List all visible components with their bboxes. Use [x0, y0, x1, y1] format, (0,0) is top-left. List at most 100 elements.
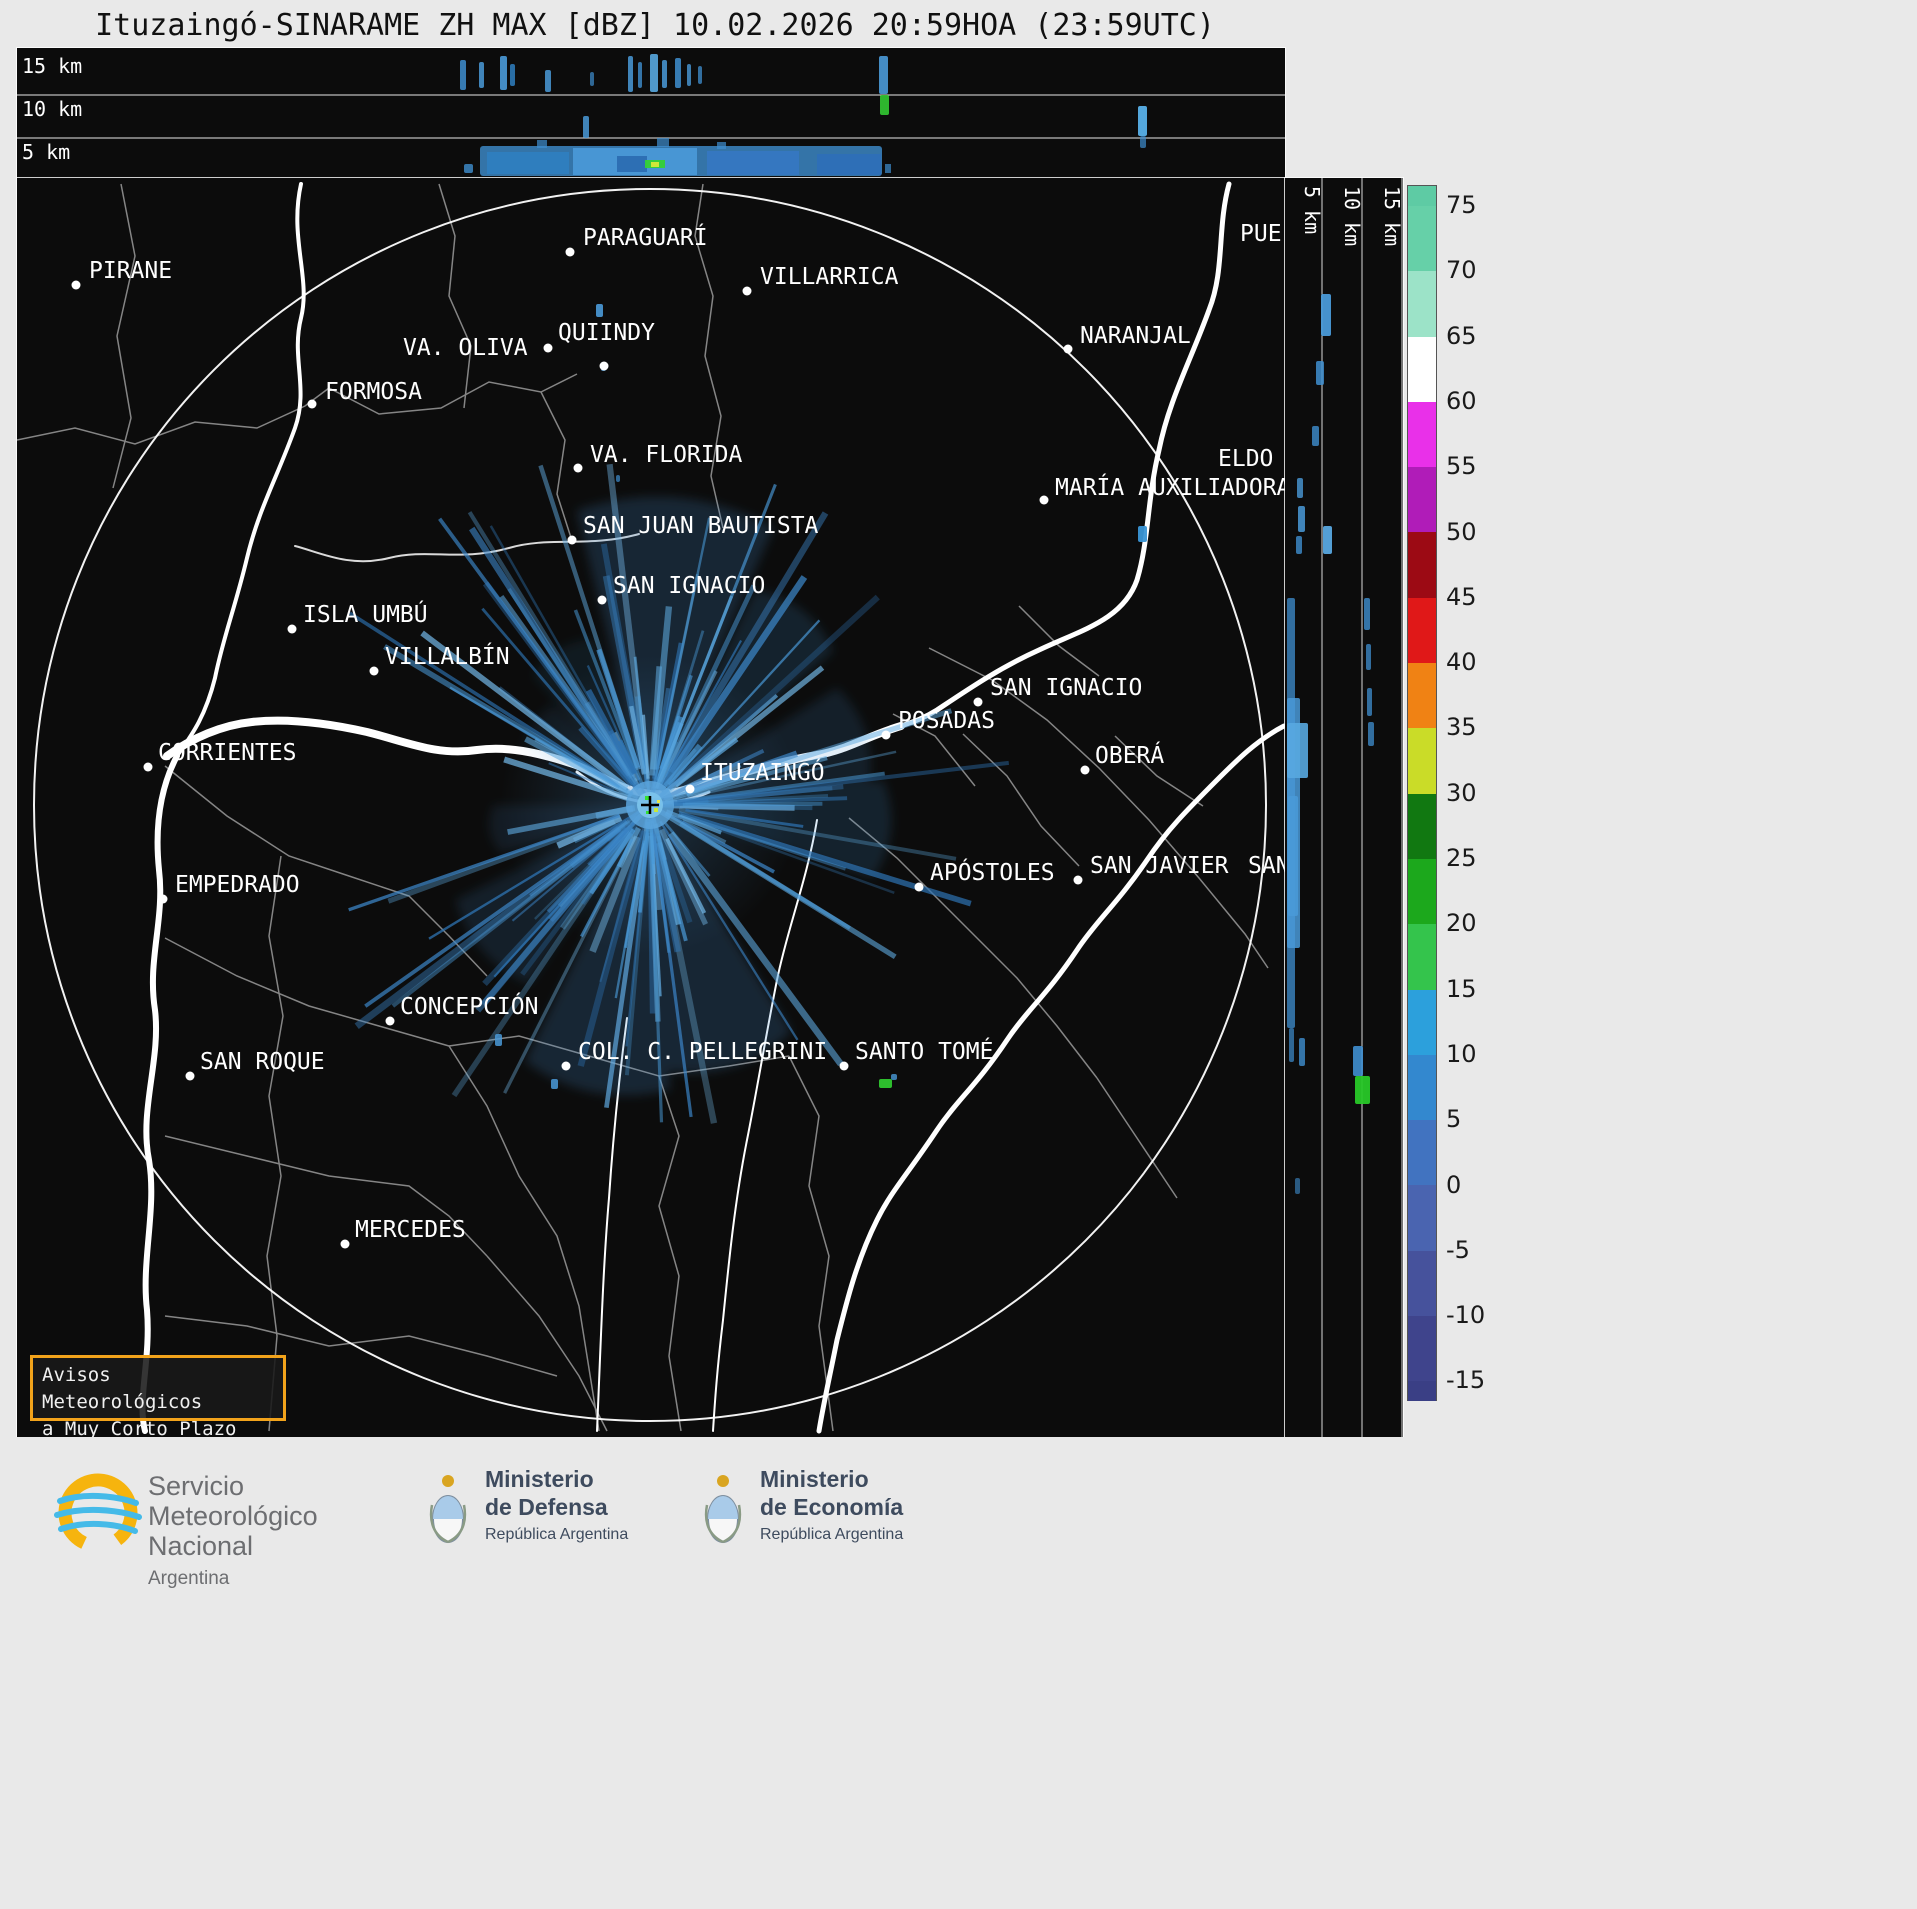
city-dot [185, 1071, 195, 1081]
economia-subtitle: República Argentina [760, 1526, 904, 1543]
warning-notice-box: Avisos Meteorológicos a Muy Corto Plazo [30, 1355, 286, 1440]
city-dot [599, 361, 609, 371]
smn-wordmark: Servicio Meteorológico Nacional Argentin… [148, 1471, 318, 1594]
city-dot [597, 595, 607, 605]
colorbar-tick-label: 70 [1446, 256, 1477, 285]
city-dot [287, 624, 297, 634]
city-label: VILLARRICA [760, 264, 899, 290]
top-height-profile-panel: 15 km 10 km 5 km [16, 47, 1286, 179]
coat-of-arms-icon [704, 1475, 742, 1544]
city-label: MARÍA AUXILIADORA [1055, 473, 1285, 501]
top-profile-echoes [460, 54, 1147, 176]
colorbar-tick-label: 20 [1446, 909, 1477, 938]
city-label: VILLALBÍN [385, 642, 510, 670]
colorbar-band [1408, 336, 1436, 402]
city-label: ITUZAINGÓ [700, 758, 825, 786]
colorbar-tick-label: 35 [1446, 713, 1477, 742]
smn-line-2: Meteorológico [148, 1501, 318, 1531]
defensa-name-2: de Defensa [485, 1494, 608, 1520]
city-dot [973, 697, 983, 707]
colorbar-band [1408, 467, 1436, 533]
city-label: ELDO [1218, 446, 1273, 472]
city-label: APÓSTOLES [930, 858, 1055, 886]
ministry-defensa-logo: Ministerio de Defensa República Argentin… [425, 1465, 628, 1544]
colorbar-tick-label: -10 [1446, 1301, 1486, 1330]
colorbar-band [1408, 401, 1436, 468]
radar-echo-rays [348, 463, 1010, 1124]
colorbar-band [1408, 186, 1436, 206]
city-label: CORRIENTES [158, 740, 296, 766]
colorbar-tick-label: 60 [1446, 386, 1477, 415]
right-profile-gridlines [1321, 178, 1403, 1437]
colorbar-band [1408, 793, 1436, 859]
city-dot [561, 1061, 571, 1071]
colorbar-tick-label: 55 [1446, 452, 1477, 481]
colorbar-tick-label: 10 [1446, 1039, 1477, 1068]
colorbar-band [1408, 1120, 1436, 1186]
colorbar-band [1408, 1185, 1436, 1251]
admin-borders [17, 183, 1269, 1432]
colorbar-band [1408, 989, 1436, 1055]
colorbar-band [1408, 597, 1436, 664]
radar-map: PIRANE PARAGUARÍ VILLARRICA QUIINDY VA. OLIV… [17, 181, 1285, 1434]
colorbar-band [1408, 1316, 1436, 1382]
colorbar-band [1408, 663, 1436, 729]
colorbar-band [1408, 206, 1436, 272]
city-label: ISLA UMBÚ [303, 600, 428, 628]
city-label: QUIINDY [558, 320, 655, 346]
city-label: FORMOSA [325, 379, 422, 405]
city-dot [565, 247, 575, 257]
city-dot [385, 1016, 395, 1026]
product-title: Ituzaingó-SINARAME ZH MAX [dBZ] 10.02.20… [95, 8, 1215, 43]
height-label-10km-right: 10 km [1340, 186, 1364, 246]
city-dot [369, 666, 379, 676]
colorbar-tick-label: 0 [1446, 1170, 1462, 1199]
city-dot [1063, 344, 1073, 354]
city-dot [1073, 875, 1083, 885]
economia-name-1: Ministerio [760, 1466, 869, 1492]
colorbar-tick-label: 5 [1446, 1105, 1462, 1134]
colorbar-tick-label: 40 [1446, 648, 1477, 677]
city-dot [307, 399, 317, 409]
city-label: SAN ROQUE [200, 1049, 325, 1075]
notice-line-2: a Muy Corto Plazo [42, 1418, 237, 1440]
right-height-profile-panel: 5 km 10 km 15 km [1284, 177, 1404, 1438]
economia-name-2: de Economía [760, 1494, 904, 1520]
city-label: MERCEDES [355, 1217, 466, 1243]
city-dot [685, 784, 695, 794]
city-label: PUE [1240, 221, 1282, 247]
radar-site-marker [641, 796, 659, 814]
colorbar-band [1408, 924, 1436, 990]
city-labels: PIRANE PARAGUARÍ VILLARRICA QUIINDY VA. OLIV… [71, 221, 1285, 1249]
colorbar-tick-label: 30 [1446, 778, 1477, 807]
city-label: VA. OLIVA [403, 335, 528, 361]
range-ring [33, 188, 1267, 1422]
colorbar-tick-label: 45 [1446, 582, 1477, 611]
colorbar-tick-label: -5 [1446, 1235, 1470, 1264]
colorbar-tick-label: 15 [1446, 974, 1477, 1003]
notice-line-1: Avisos Meteorológicos [42, 1364, 203, 1413]
city-dot [71, 280, 81, 290]
dbz-colorbar [1407, 185, 1437, 1402]
defensa-name-1: Ministerio [485, 1466, 594, 1492]
city-dot [543, 343, 553, 353]
coat-of-arms-icon [429, 1475, 467, 1544]
city-label: NARANJAL [1080, 323, 1191, 349]
dbz-colorbar-ticks: 75 70 65 60 55 50 45 40 35 30 25 20 15 10 5 0 -5 -10 -15 [1446, 185, 1526, 1401]
smn-country: Argentina [148, 1568, 230, 1589]
city-dot [1039, 495, 1049, 505]
colorbar-band [1408, 728, 1436, 794]
city-label: OBERÁ [1095, 741, 1164, 769]
colorbar-band [1408, 1381, 1436, 1402]
right-profile-plot: 5 km 10 km 15 km [1287, 178, 1403, 1437]
city-label: SAN IGNACIO [613, 573, 765, 599]
height-label-10km: 10 km [22, 97, 83, 121]
colorbar-tick-label: -15 [1446, 1366, 1486, 1395]
top-profile-plot [17, 54, 1285, 176]
top-profile-gridlines [17, 94, 1285, 139]
colorbar-tick-label: 25 [1446, 844, 1477, 872]
city-label: COL. C. PELLEGRINI [578, 1039, 827, 1065]
colorbar-band [1408, 858, 1436, 925]
city-dot [573, 463, 583, 473]
